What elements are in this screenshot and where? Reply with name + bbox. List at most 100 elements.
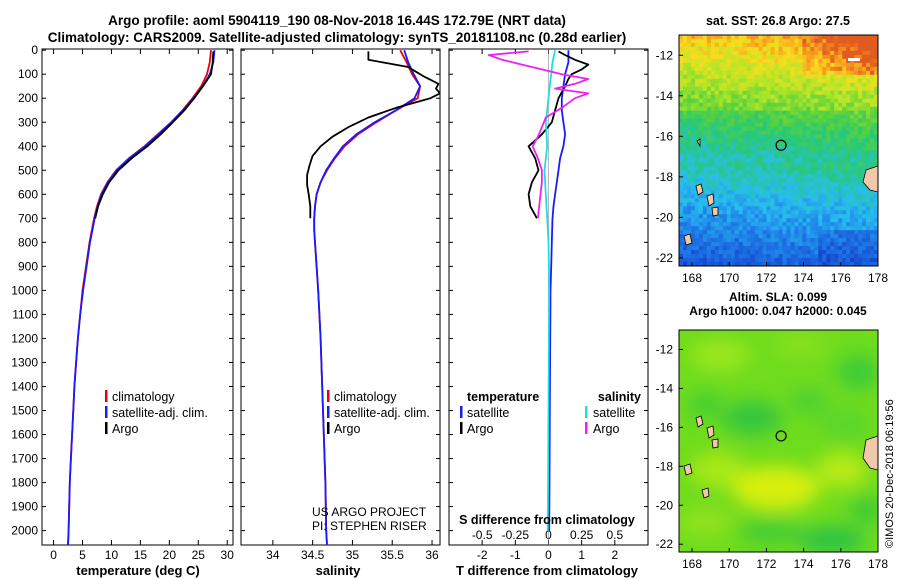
depth-tick-label: 1900 <box>11 500 38 514</box>
series-line-salinity-satellite <box>543 50 556 531</box>
depth-axis: 0 100 200 300 400 500 600 700 800 900 1000 1100 1200… <box>11 43 648 538</box>
series-line-climatology <box>67 50 212 545</box>
series-line-argo <box>94 51 215 219</box>
legend-label-satellite: satellite-adj. clim. <box>334 406 430 420</box>
legend-label-s-satellite: satellite <box>593 406 635 420</box>
x-tick-label: -2 <box>477 548 488 562</box>
legend-label-argo: Argo <box>334 422 360 436</box>
lat-tick-label: -12 <box>656 342 674 356</box>
sla-heatmap <box>679 330 878 552</box>
depth-tick-label: 2000 <box>11 524 38 538</box>
legend-label-climatology: climatology <box>334 390 397 404</box>
legend-label-argo: Argo <box>112 422 138 436</box>
coast-island <box>711 206 719 217</box>
depth-tick-label: 700 <box>18 211 38 225</box>
x-tick-label: 34 <box>266 548 280 562</box>
depth-tick-label: 1600 <box>11 428 38 442</box>
lat-tick-label: -18 <box>656 459 674 473</box>
depth-tick-label: 1800 <box>11 476 38 490</box>
coast-island <box>706 193 715 207</box>
depth-tick-label: 1000 <box>11 283 38 297</box>
difference-legend: temperature satellite Argo salinity sate… <box>460 390 641 436</box>
x-tick-label: 1 <box>578 548 585 562</box>
sla-argo-location <box>775 430 787 442</box>
x-tick-label: 0 <box>50 548 57 562</box>
difference-series <box>487 50 590 531</box>
legend-swatch-climatology <box>327 390 330 402</box>
lat-tick-label: -22 <box>656 251 674 265</box>
lon-tick-label: 172 <box>756 557 776 571</box>
lon-tick-label: 176 <box>831 557 851 571</box>
sst-heatmap <box>679 35 878 266</box>
x-tick-label: -1 <box>510 548 521 562</box>
temperature-legend: climatology satellite-adj. clim. Argo <box>105 390 208 436</box>
legend-label-t-argo: Argo <box>467 422 493 436</box>
x-tick-label: 0 <box>545 548 552 562</box>
difference-xlabel: T difference from climatology <box>456 563 639 578</box>
coast-island <box>696 138 701 148</box>
coast-island <box>683 233 693 246</box>
lon-tick-label: 176 <box>831 271 851 285</box>
lat-tick-label: -14 <box>656 381 674 395</box>
depth-tick-label: 1200 <box>11 331 38 345</box>
depth-tick-label: 200 <box>18 91 38 105</box>
x-tick-label: 35 <box>346 548 360 562</box>
sst-coastline <box>683 138 878 246</box>
coast-island <box>701 487 710 499</box>
depth-tick-label: 0 <box>31 43 38 57</box>
x-tick-label: 10 <box>105 548 119 562</box>
depth-tick-label: 1500 <box>11 403 38 417</box>
sla-map-title: Altim. SLA: 0.099 <box>729 290 827 304</box>
salinity-legend: climatology satellite-adj. clim. Argo <box>327 390 430 436</box>
difference-top-xlabel: S difference from climatology <box>459 513 635 527</box>
x-tick-label: 35.5 <box>381 548 405 562</box>
lon-tick-label: 178 <box>868 557 888 571</box>
depth-tick-label: 500 <box>18 163 38 177</box>
x-tick-label: 2 <box>611 548 618 562</box>
legend-swatch-s-argo <box>585 422 588 434</box>
depth-tick-label: 1300 <box>11 355 38 369</box>
legend-label-satellite: satellite-adj. clim. <box>112 406 208 420</box>
coast-island <box>862 165 878 193</box>
coast-island <box>695 415 704 428</box>
x-tick-label: 36 <box>425 548 439 562</box>
sst-map-frame <box>678 34 879 267</box>
lat-tick-label: -16 <box>656 420 674 434</box>
series-line-satellite-adj-clim- <box>67 50 216 545</box>
x-tick-label: 5 <box>79 548 86 562</box>
sst-marker <box>848 58 860 61</box>
salinity-xlabel: salinity <box>316 563 362 578</box>
depth-tick-label: 600 <box>18 187 38 201</box>
depth-tick-label: 900 <box>18 259 38 273</box>
lat-tick-label: -20 <box>656 210 674 224</box>
coast-island <box>862 435 878 471</box>
s-tick-label: 0.5 <box>606 528 623 542</box>
legend-swatch-climatology <box>105 390 108 402</box>
legend-swatch-argo <box>327 422 330 434</box>
legend-label-s-argo: Argo <box>593 422 619 436</box>
lon-tick-label: 170 <box>719 271 739 285</box>
lat-tick-label: -12 <box>656 48 674 62</box>
lon-tick-label: 170 <box>719 557 739 571</box>
sst-argo-location <box>775 139 787 151</box>
lat-tick-label: -14 <box>656 89 674 103</box>
legend-swatch-t-argo <box>460 422 463 434</box>
imos-credit: ©IMOS 20-Dec-2018 06:19:56 <box>884 399 896 548</box>
legend-swatch-satellite <box>327 406 330 418</box>
series-line-argo <box>306 51 440 219</box>
s-tick-label: 0.25 <box>570 528 594 542</box>
x-tick-label: 15 <box>134 548 148 562</box>
series-line-satellite-adj-clim- <box>313 49 422 545</box>
sla-coastline <box>683 415 878 499</box>
depth-tick-label: 300 <box>18 115 38 129</box>
temperature-panel <box>41 48 234 546</box>
series-line-salinity-argo <box>487 50 590 219</box>
project-credit: US ARGO PROJECT <box>312 505 427 519</box>
legend-swatch-t-satellite <box>460 406 463 418</box>
legend-label-t-satellite: satellite <box>467 406 509 420</box>
temperature-xlabel: temperature (deg C) <box>76 563 200 578</box>
salinity-panel <box>240 48 441 546</box>
coast-island <box>706 425 715 439</box>
lat-tick-label: -18 <box>656 170 674 184</box>
